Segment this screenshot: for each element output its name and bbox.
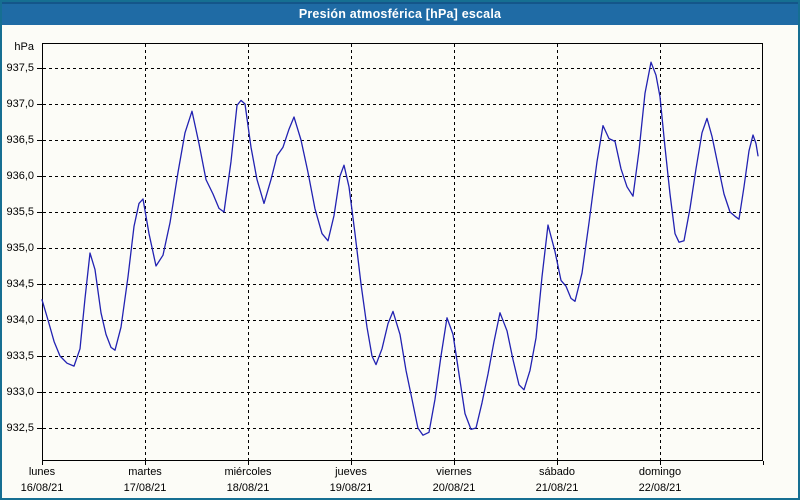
x-date-label: 21/08/21	[535, 482, 579, 494]
title-bar: Presión atmosférica [hPa] escala	[2, 2, 798, 25]
plot-border	[42, 43, 763, 461]
y-tick-label: 933,5	[6, 350, 34, 362]
y-tick-label: 934,0	[6, 314, 34, 326]
x-day-label: domingo	[638, 466, 682, 478]
y-tick-label: 935,5	[6, 206, 34, 218]
x-day-label: sábado	[538, 466, 576, 478]
axis-ticks	[37, 68, 764, 465]
x-day-label: martes	[128, 466, 162, 478]
x-date-label: 18/08/21	[226, 482, 270, 494]
x-date-label: 19/08/21	[329, 482, 373, 494]
y-tick-label: 934,5	[6, 278, 34, 290]
pressure-line-series	[41, 61, 759, 436]
y-tick-label: 937,5	[6, 62, 34, 74]
y-tick-label: 933,0	[6, 386, 34, 398]
y-tick-label: 936,0	[6, 170, 34, 182]
x-date-label: 22/08/21	[638, 482, 682, 494]
x-date-label: 17/08/21	[123, 482, 167, 494]
y-tick-label: 935,0	[6, 242, 34, 254]
y-tick-label: 932,5	[6, 422, 34, 434]
y-tick-label: 937,0	[6, 98, 34, 110]
y-axis-unit-label: hPa	[14, 41, 34, 53]
x-day-label: miércoles	[224, 466, 272, 478]
grid-layer	[43, 44, 762, 460]
x-date-label: 16/08/21	[20, 482, 64, 494]
x-day-label: jueves	[335, 466, 367, 478]
y-tick-label: 936,5	[6, 134, 34, 146]
x-day-label: lunes	[28, 466, 56, 478]
x-date-label: 20/08/21	[432, 482, 476, 494]
x-day-label: viernes	[436, 466, 472, 478]
window-title: Presión atmosférica [hPa] escala	[298, 7, 502, 21]
